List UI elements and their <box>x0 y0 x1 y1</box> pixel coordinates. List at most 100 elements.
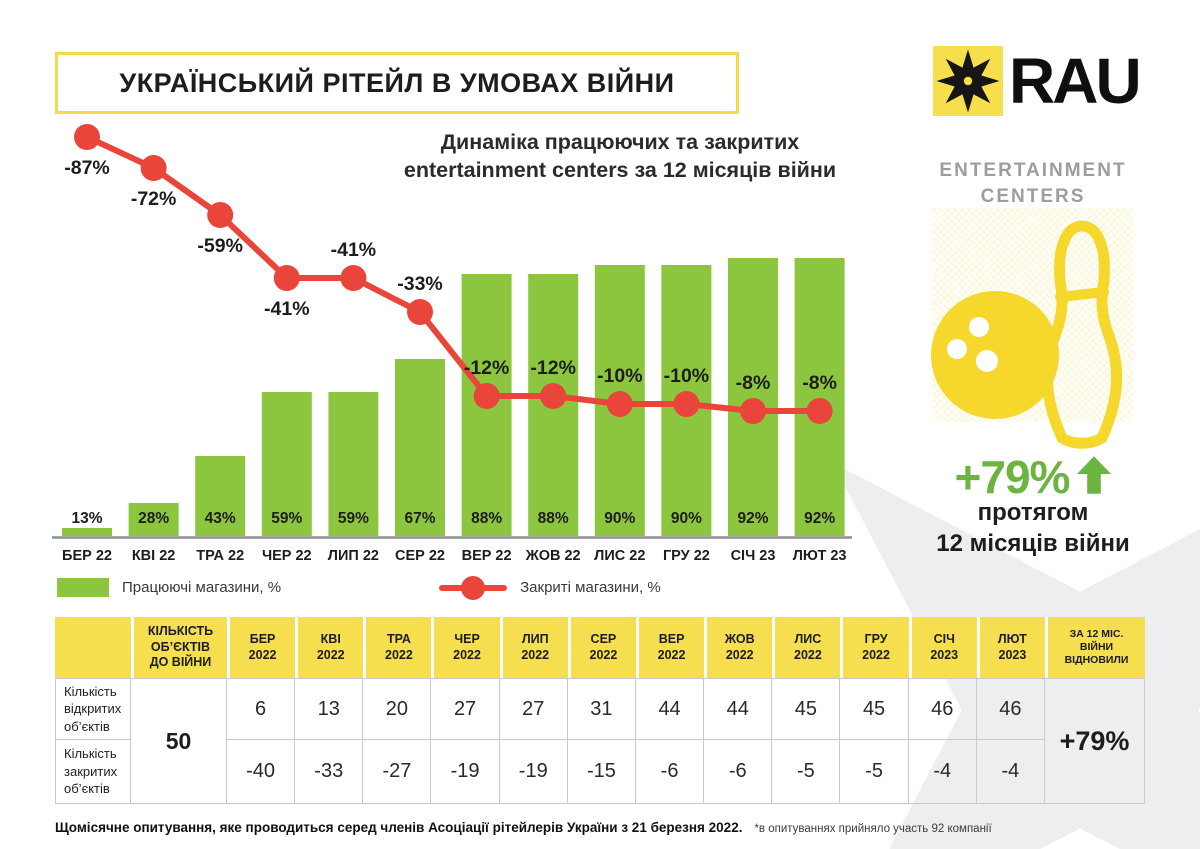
stat-caption-line2: 12 місяців війни <box>936 529 1130 557</box>
table-header-cell: ЛИП 2022 <box>499 617 568 678</box>
line-value-label: -87% <box>64 157 110 179</box>
line-value-label: -41% <box>331 239 377 261</box>
data-table: КІЛЬКІСТЬ ОБ’ЄКТІВ ДО ВІЙНИ БЕР 2022 КВІ 2… <box>55 617 1145 804</box>
chart-title-line1: Динаміка працюючих та закритих <box>440 130 800 154</box>
sidebar-heading-line2: CENTERS <box>980 185 1086 207</box>
bar <box>261 392 312 536</box>
value-cell: 20 <box>363 678 432 740</box>
x-axis-label: ЧЕР 22 <box>262 548 312 564</box>
bar <box>395 359 445 536</box>
bar-value-label: 88% <box>538 510 569 527</box>
bar <box>794 258 845 536</box>
legend-label-working: Працюючі магазини, % <box>122 579 282 596</box>
bar-value-label: 13% <box>71 510 102 527</box>
closed-stores-dot <box>407 299 433 325</box>
bar <box>62 528 112 536</box>
closed-stores-dot <box>207 202 234 228</box>
chart-title-line2: entertainment centers за 12 місяців війн… <box>403 158 837 183</box>
bowling-ball-icon <box>931 291 1059 419</box>
value-cell: 31 <box>567 678 636 740</box>
closed-stores-dot <box>140 155 167 181</box>
bar-value-label: 90% <box>671 510 702 527</box>
value-cell: -40 <box>227 740 296 804</box>
line-value-label: -12% <box>530 357 576 379</box>
table-header-cell <box>55 617 131 678</box>
value-cell: -5 <box>772 740 841 804</box>
value-cell: 45 <box>772 678 841 740</box>
value-cell: -19 <box>431 740 500 804</box>
value-cell: -33 <box>295 740 364 804</box>
line-value-label: -72% <box>131 188 177 210</box>
value-cell: -5 <box>840 740 909 804</box>
table-header-cell: ЛЮТ 2023 <box>976 617 1045 678</box>
rau-logo: RAU <box>933 44 1142 118</box>
table-header-cell: КВІ 2022 <box>295 617 364 678</box>
closed-stores-dot <box>740 398 766 424</box>
value-cell: -19 <box>499 740 568 804</box>
sidebar-heading: ENTERTAINMENT CENTERS <box>918 158 1148 209</box>
line-value-label: -8% <box>802 372 837 394</box>
line-value-label: -8% <box>736 372 771 394</box>
closed-stores-dot <box>540 383 567 409</box>
value-cell: -6 <box>635 740 705 804</box>
footer-note: *в опитуваннях прийняло участь 92 компан… <box>754 823 992 835</box>
bar-value-label: 67% <box>404 510 435 527</box>
closed-stores-dot <box>273 265 300 291</box>
page-title-box: УКРАЇНСЬКИЙ РІТЕЙЛ В УМОВАХ ВІЙНИ <box>55 52 739 114</box>
before-war-count-cell: 50 <box>131 678 227 804</box>
value-cell: 6 <box>227 678 296 740</box>
table-header-cell: ТРА 2022 <box>363 617 432 678</box>
chart-legend: Працюючі магазини, % Закриті магазини, % <box>57 575 661 600</box>
line-value-label: -10% <box>664 365 710 387</box>
x-axis-label: ЛИС 22 <box>594 548 645 564</box>
line-value-label: -33% <box>397 273 443 295</box>
rau-logo-text: RAU <box>1009 45 1142 117</box>
table-header-cell: ЛИС 2022 <box>772 617 841 678</box>
footer-text: Щомісячне опитування, яке проводиться се… <box>55 820 743 835</box>
value-cell: -6 <box>704 740 773 804</box>
table-header-cell: СІЧ 2023 <box>908 617 977 678</box>
rau-star-icon <box>933 46 1003 116</box>
value-cell: -15 <box>567 740 636 804</box>
table-header-cell: КІЛЬКІСТЬ ОБ’ЄКТІВ ДО ВІЙНИ <box>131 617 227 678</box>
x-axis-label: КВІ 22 <box>132 548 176 564</box>
bar-value-label: 88% <box>471 510 502 527</box>
bar-value-label: 59% <box>271 510 302 527</box>
table-header-cell: ЖОВ 2022 <box>704 617 773 678</box>
table-header-cell: ВЕР 2022 <box>635 617 705 678</box>
closed-stores-dot <box>806 398 833 424</box>
table-header-cell: ЧЕР 2022 <box>431 617 500 678</box>
table-header-cell: ГРУ 2022 <box>840 617 909 678</box>
x-axis-label: ЛИП 22 <box>328 548 379 564</box>
stat-value: +79% <box>954 451 1071 503</box>
bar <box>128 503 179 536</box>
value-cell: 27 <box>499 678 568 740</box>
bar-value-label: 90% <box>604 510 635 527</box>
bar-line-chart: 13% БЕР 22 28% КВІ 22 43% ТРА 22 59% ЧЕР 22 59% Л… <box>52 124 852 564</box>
bar-value-label: 43% <box>205 510 236 527</box>
closed-stores-dot <box>340 265 367 291</box>
bar <box>328 392 379 536</box>
x-axis-label: ВЕР 22 <box>462 548 512 564</box>
table-header-cell: СЕР 2022 <box>567 617 636 678</box>
legend-label-closed: Закриті магазини, % <box>520 579 661 596</box>
value-cell: 13 <box>295 678 364 740</box>
value-cell: 46 <box>908 678 977 740</box>
value-cell: 27 <box>431 678 500 740</box>
value-cell: -4 <box>976 740 1045 804</box>
bar <box>195 456 246 536</box>
bar-value-label: 92% <box>737 510 768 527</box>
table-header-cell: БЕР 2022 <box>227 617 296 678</box>
watermark-star-icon <box>832 462 1200 849</box>
line-value-label: -10% <box>597 365 643 387</box>
x-axis-label: СЕР 22 <box>395 548 445 564</box>
closed-stores-line-icon <box>439 575 508 600</box>
stat-row: +79% <box>918 450 1148 504</box>
restored-percent-cell: +79% <box>1044 678 1145 804</box>
x-axis-label: ЛЮТ 23 <box>793 548 847 564</box>
value-cell: 44 <box>704 678 773 740</box>
table-header-cell: ЗА 12 МІС. ВІЙНИ ВІДНОВИЛИ <box>1044 617 1145 678</box>
page-title: УКРАЇНСЬКИЙ РІТЕЙЛ В УМОВАХ ВІЙНИ <box>119 67 675 98</box>
row-label-cell: Кількість закритих об’єктів <box>55 740 131 804</box>
